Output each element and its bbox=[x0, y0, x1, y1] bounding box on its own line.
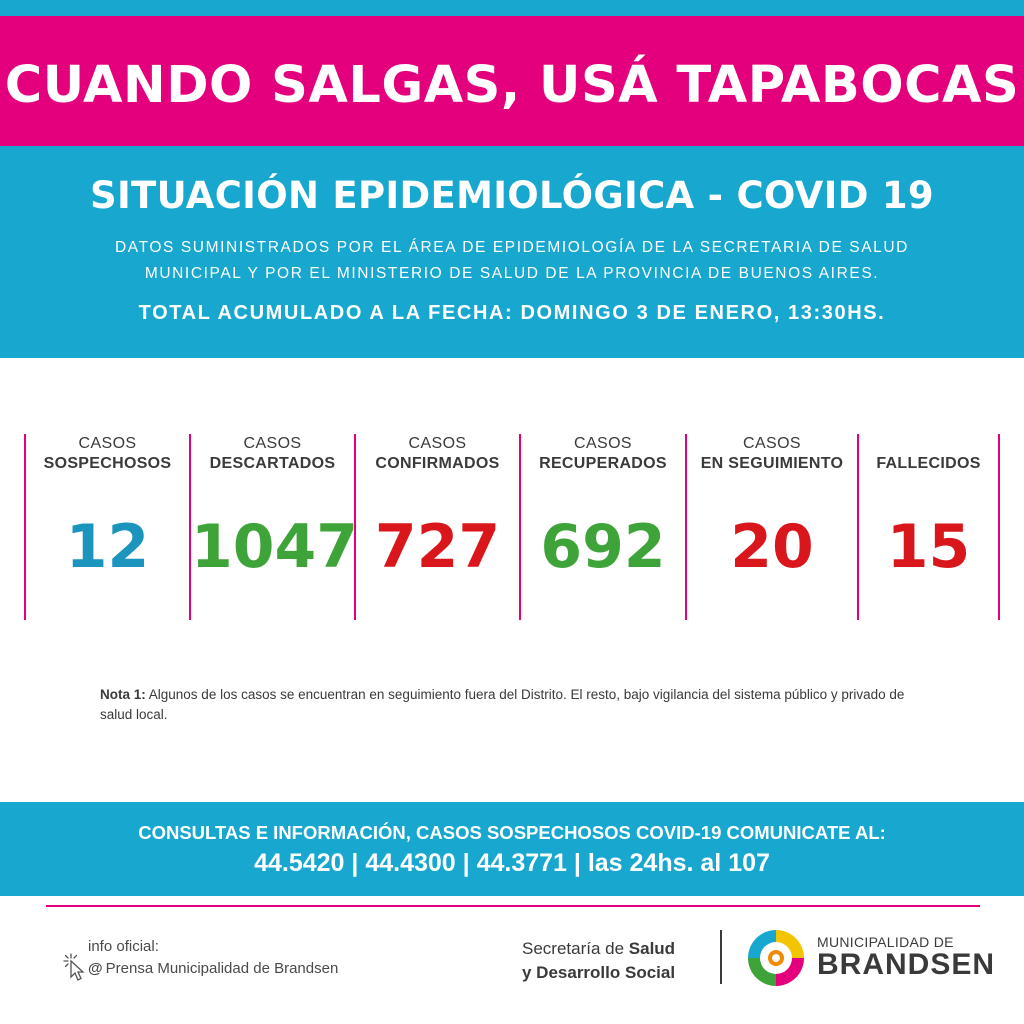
brandsen-logo-icon bbox=[748, 930, 804, 986]
cursor-click-icon bbox=[63, 953, 85, 981]
source-line-1: DATOS SUMINISTRADOS POR EL ÁREA DE EPIDE… bbox=[115, 239, 909, 256]
stat-label-line1: CASOS bbox=[742, 435, 801, 452]
stat-value: 727 bbox=[374, 512, 501, 582]
stats-row: CASOS SOSPECHOSOS 12 CASOS DESCARTADOS 1… bbox=[0, 434, 1024, 620]
stat-divider bbox=[519, 434, 521, 620]
footer-separator bbox=[720, 930, 722, 984]
stat-divider bbox=[857, 434, 859, 620]
contact-band: CONSULTAS E INFORMACIÓN, CASOS SOSPECHOS… bbox=[0, 802, 1024, 896]
stat-label-line1: CASOS bbox=[78, 435, 137, 452]
stat-label-line2: DESCARTADOS bbox=[209, 455, 336, 472]
stat-label-line1: CASOS bbox=[408, 435, 467, 452]
footnote: Nota 1: Algunos de los casos se encuentr… bbox=[100, 685, 920, 725]
stat-label: CASOS DESCARTADOS bbox=[191, 434, 354, 474]
stat-value: 692 bbox=[540, 512, 666, 582]
stat-value: 1047 bbox=[191, 512, 358, 582]
secretaria-bold1: Salud bbox=[628, 939, 676, 958]
stat-divider bbox=[189, 434, 191, 620]
stat-label-line1 bbox=[859, 434, 998, 454]
page-title: SITUACIÓN EPIDEMIOLÓGICA - COVID 19 bbox=[90, 174, 934, 217]
secretaria-label: Secretaría de Salud y Desarrollo Social bbox=[522, 937, 675, 985]
stat-divider bbox=[685, 434, 687, 620]
info-label: info oficial: bbox=[88, 938, 159, 955]
stat-sospechosos: CASOS SOSPECHOSOS 12 bbox=[26, 434, 189, 620]
official-info: info oficial: @ Prensa Municipalidad de B… bbox=[62, 938, 402, 988]
contact-phones: 44.5420 | 44.4300 | 44.3771 | las 24hs. … bbox=[254, 849, 770, 877]
stat-value: 12 bbox=[65, 512, 150, 582]
stat-label: FALLECIDOS bbox=[859, 434, 998, 474]
header-band: SITUACIÓN EPIDEMIOLÓGICA - COVID 19 DATO… bbox=[0, 146, 1024, 358]
stat-fallecidos: FALLECIDOS 15 bbox=[859, 434, 998, 620]
stat-divider bbox=[24, 434, 26, 620]
footnote-label: Nota 1: bbox=[100, 687, 146, 702]
footnote-text: Algunos de los casos se encuentran en se… bbox=[100, 687, 905, 722]
stat-label: CASOS EN SEGUIMIENTO bbox=[687, 434, 857, 474]
stat-label: CASOS RECUPERADOS bbox=[521, 434, 685, 474]
date-line: TOTAL ACUMULADO A LA FECHA: DOMINGO 3 DE… bbox=[138, 302, 886, 324]
stat-recuperados: CASOS RECUPERADOS 692 bbox=[521, 434, 685, 620]
stat-value: 20 bbox=[730, 512, 814, 582]
footer-divider bbox=[46, 905, 980, 907]
stat-label: CASOS CONFIRMADOS bbox=[356, 434, 519, 474]
stat-label-line2: SOSPECHOSOS bbox=[43, 455, 172, 472]
stat-label-line2: RECUPERADOS bbox=[539, 455, 667, 472]
contact-heading: CONSULTAS E INFORMACIÓN, CASOS SOSPECHOS… bbox=[138, 822, 886, 843]
stat-value: 15 bbox=[886, 512, 971, 582]
source-text: DATOS SUMINISTRADOS POR EL ÁREA DE EPIDE… bbox=[60, 235, 964, 287]
stat-label-line2: FALLECIDOS bbox=[876, 455, 981, 472]
info-handle-text: Prensa Municipalidad de Brandsen bbox=[105, 960, 339, 977]
secretaria-prefix: Secretaría de bbox=[522, 939, 629, 958]
municipality-brand: MUNICIPALIDAD DE BRANDSEN bbox=[817, 934, 995, 980]
muni-line1: MUNICIPALIDAD DE bbox=[817, 934, 954, 950]
stat-label-line1: CASOS bbox=[243, 435, 302, 452]
headline-banner: CUANDO SALGAS, USÁ TAPABOCAS bbox=[0, 16, 1024, 146]
stat-confirmados: CASOS CONFIRMADOS 727 bbox=[356, 434, 519, 620]
stat-divider bbox=[354, 434, 356, 620]
stat-en-seguimiento: CASOS EN SEGUIMIENTO 20 bbox=[687, 434, 857, 620]
stat-label-line2: EN SEGUIMIENTO bbox=[700, 455, 844, 472]
stat-label-line1: CASOS bbox=[573, 435, 632, 452]
stat-descartados: CASOS DESCARTADOS 1047 bbox=[191, 434, 358, 620]
secretaria-bold2: y Desarrollo Social bbox=[522, 963, 676, 982]
top-strip bbox=[0, 0, 1024, 16]
stat-label: CASOS SOSPECHOSOS bbox=[26, 434, 189, 474]
stat-label-line2: CONFIRMADOS bbox=[375, 455, 500, 472]
muni-line2: BRANDSEN bbox=[817, 948, 996, 981]
stat-divider bbox=[998, 434, 1000, 620]
info-handle: @ Prensa Municipalidad de Brandsen bbox=[88, 960, 338, 977]
source-line-2: MUNICIPAL Y POR EL MINISTERIO DE SALUD D… bbox=[144, 265, 880, 282]
at-symbol: @ bbox=[88, 960, 103, 977]
headline: CUANDO SALGAS, USÁ TAPABOCAS bbox=[4, 56, 1020, 115]
